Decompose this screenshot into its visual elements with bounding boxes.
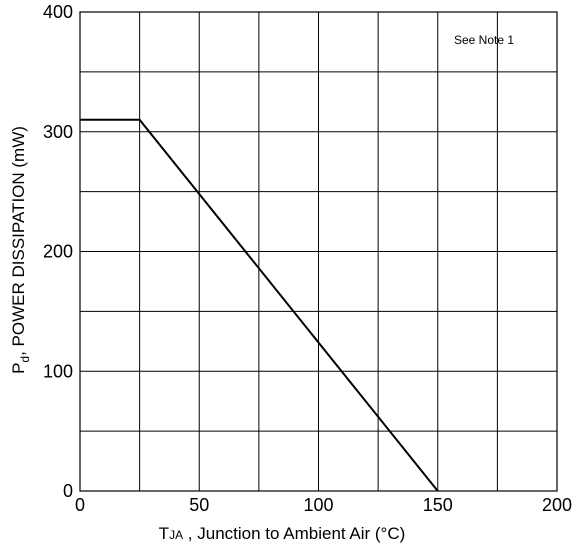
x-tick-labels: 0 50 100 150 200	[75, 495, 572, 515]
note-annotation: See Note 1	[454, 33, 514, 47]
y-tick-labels: 0 100 200 300 400	[43, 2, 73, 501]
x-tick-label: 150	[423, 495, 453, 515]
x-tick-label: 100	[303, 495, 333, 515]
y-axis-label-rest: , POWER DISSIPATION (mW)	[9, 126, 28, 356]
x-tick-label: 50	[189, 495, 209, 515]
x-axis-label-main: T	[159, 524, 169, 543]
y-axis-label: Pd, POWER DISSIPATION (mW)	[9, 126, 32, 374]
x-tick-label: 0	[75, 495, 85, 515]
x-tick-label: 200	[542, 495, 572, 515]
x-axis-label: TJA , Junction to Ambient Air (°C)	[159, 524, 406, 543]
y-axis-label-main: P	[9, 363, 28, 374]
y-tick-label: 100	[43, 361, 73, 381]
x-axis-label-rest: , Junction to Ambient Air (°C)	[183, 524, 405, 543]
series-group	[80, 118, 439, 492]
series-line	[80, 118, 439, 492]
y-axis-label-sub: d	[18, 356, 32, 363]
grid-lines	[80, 12, 557, 491]
y-tick-label: 200	[43, 242, 73, 262]
y-tick-label: 300	[43, 122, 73, 142]
plot-frame	[79, 11, 558, 492]
y-tick-label: 400	[43, 2, 73, 22]
x-axis-label-sub: JA	[169, 528, 183, 542]
y-tick-label: 0	[63, 481, 73, 501]
